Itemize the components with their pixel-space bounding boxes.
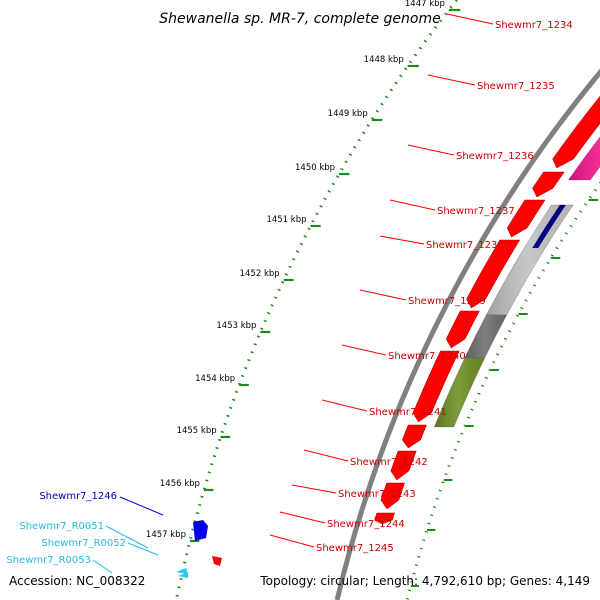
label-leader (379, 235, 425, 245)
label-leader (389, 199, 436, 211)
function-band-shade (568, 136, 600, 180)
rna-gene-arrow (178, 572, 188, 578)
tick-label: 1449 kbp (328, 109, 368, 119)
gene-label: Shewmr7_1240 (388, 351, 466, 362)
tick-label: 1447 kbp (405, 0, 445, 9)
gene-label: Shewmr7_1234 (495, 20, 573, 31)
label-leader (303, 449, 349, 462)
label-leader (341, 344, 387, 356)
backbone (334, 68, 600, 600)
rna-gene-arrow (176, 568, 188, 574)
tick-label: 1451 kbp (266, 215, 306, 225)
cds-arrow (380, 482, 405, 510)
label-leader (359, 289, 407, 301)
backbone-arc (334, 68, 600, 600)
cds-arrow (445, 310, 480, 349)
cds-arrow (390, 450, 417, 481)
gene-label: Shewmr7_1237 (437, 206, 515, 217)
map-title: Shewanella sp. MR-7, complete genome (159, 11, 440, 27)
cds-arrow (412, 350, 460, 423)
tick-label: 1450 kbp (295, 163, 335, 173)
cds-arrow (532, 171, 565, 198)
forward-gene-arrow (193, 520, 208, 541)
label-leader (119, 496, 164, 516)
function-band-shade (486, 205, 574, 315)
tick-label: 1455 kbp (177, 426, 217, 436)
inner-dot-ring (405, 181, 600, 600)
label-leader (105, 525, 149, 549)
cds-arrow (374, 512, 395, 525)
label-leader (321, 399, 368, 412)
gene-label: Shewmr7_1244 (327, 519, 405, 530)
function-band-shade (464, 315, 507, 358)
label-leader (427, 74, 476, 86)
gene-label: Shewmr7_1236 (456, 151, 534, 162)
cds-arrow (212, 556, 222, 566)
tick-label: 1453 kbp (216, 321, 256, 331)
label-leader (446, 13, 494, 25)
gene-label: Shewmr7_1239 (408, 296, 486, 307)
label-leader (92, 559, 113, 574)
gene-label: Shewmr7_1235 (477, 81, 555, 92)
gene-labels: Shewmr7_1234 Shewmr7_1235 Shewmr7_1236 Shew… (6, 13, 573, 574)
label-leader (279, 511, 326, 524)
gene-label: Shewmr7_1245 (316, 543, 394, 554)
tick-label: 1457 kbp (146, 530, 186, 540)
function-band-shade (434, 358, 485, 427)
gene-label: Shewmr7_1241 (369, 407, 447, 418)
gene-label: Shewmr7_1243 (338, 489, 416, 500)
color-ring (434, 136, 600, 428)
cds-arrow (506, 199, 546, 238)
function-band (532, 205, 566, 248)
gene-label: Shewmr7_1238 (426, 240, 504, 251)
gene-label: Shewmr7_R0051 (19, 521, 104, 532)
cds-arrow (552, 95, 600, 169)
tick-label: 1452 kbp (240, 269, 280, 279)
genome-summary: Topology: circular; Length: 4,792,610 bp… (260, 574, 590, 588)
tick-ring: 1447 kbp 1448 kbp 1449 kbp 1450 kbp 1451 kbp… (146, 0, 461, 600)
label-leader (291, 484, 337, 494)
cds-ring (176, 95, 600, 578)
tick-label: 1448 kbp (364, 55, 404, 65)
label-leader (407, 144, 455, 156)
label-leader (269, 534, 315, 548)
label-leader (127, 542, 159, 556)
tick-label: 1456 kbp (160, 479, 200, 489)
accession-text: Accession: NC_008322 (9, 574, 146, 588)
gene-label: Shewmr7_1242 (350, 457, 428, 468)
gene-label: Shewmr7_R0053 (6, 555, 91, 566)
gene-label: Shewmr7_1246 (39, 491, 117, 502)
cds-arrow (402, 424, 427, 449)
tick-label: 1454 kbp (195, 374, 235, 384)
gene-label: Shewmr7_R0052 (41, 538, 126, 549)
cds-arrow (466, 239, 521, 309)
